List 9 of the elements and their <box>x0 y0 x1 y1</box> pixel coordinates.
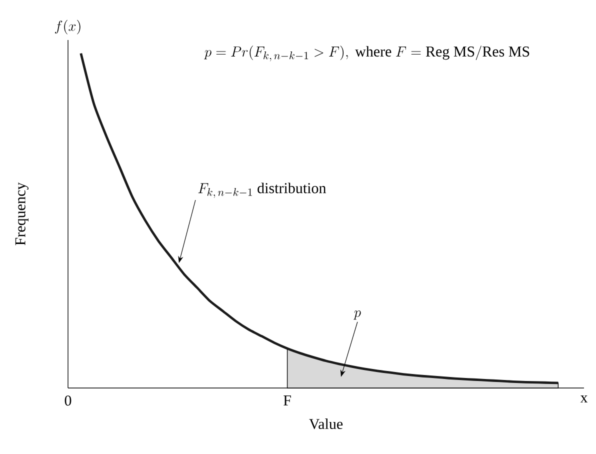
text: $f(x)$ <box>55 20 80 34</box>
annotation: $p$ <box>354 310 361 320</box>
x-tick-label: x <box>580 396 588 402</box>
x-tick-label: 0 <box>64 396 72 406</box>
annotation: $F_{k,\, n-k-1}\ \mathrm{distribution}$ <box>198 182 326 198</box>
x-axis-title: Value <box>309 418 343 430</box>
x-tick-label: F <box>284 396 291 406</box>
y-axis-title: Frequency <box>15 182 28 246</box>
annotation: $p = Pr(F_{k,\, n-k-1} > F),\ \mathrm{where}\ F = \mathrm{Reg\ MS/Res\ MS}$ <box>204 46 530 62</box>
